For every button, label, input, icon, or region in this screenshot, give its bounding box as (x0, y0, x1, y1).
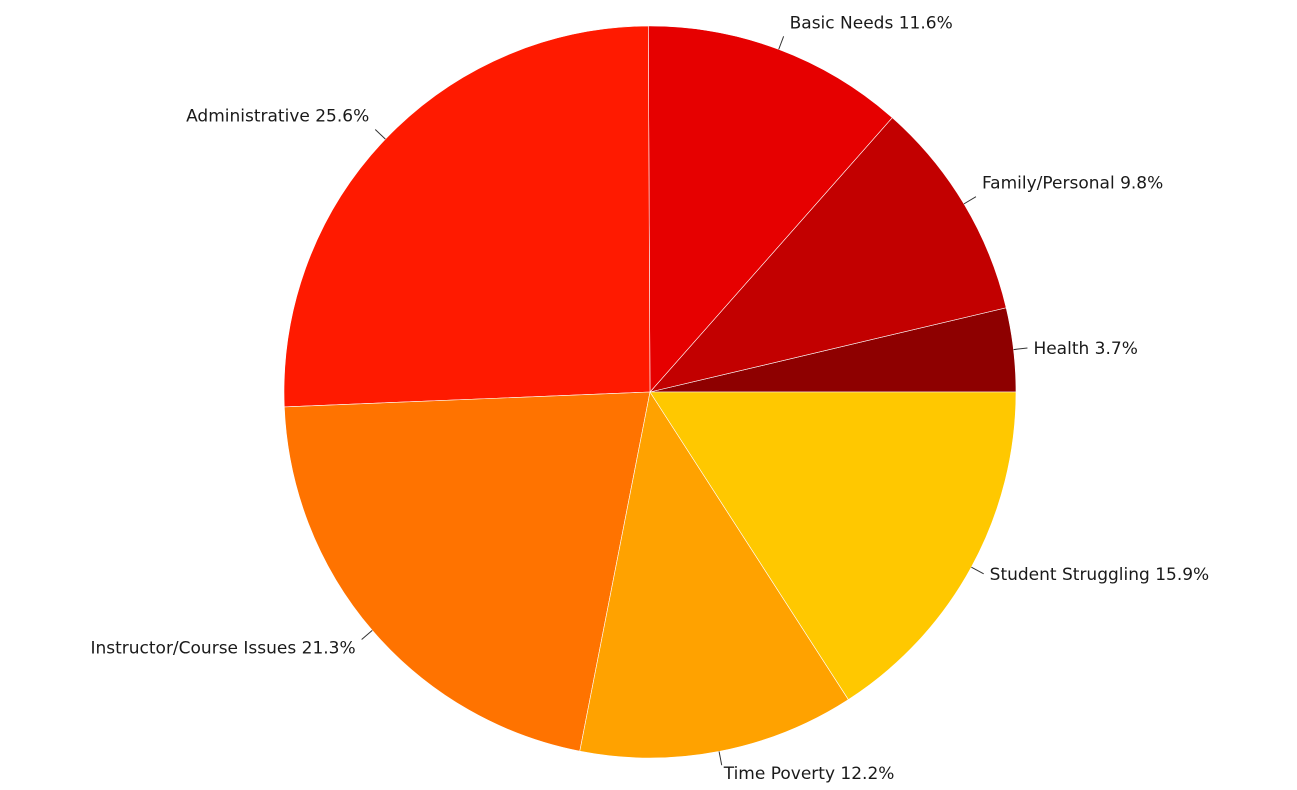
leader-line-family-personal (963, 196, 977, 205)
pie-slice-basic-needs (647, 25, 893, 393)
slice-label-basic-needs: Basic Needs 11.6% (790, 13, 953, 33)
pie-slice-student-struggling (649, 391, 1017, 701)
slice-label-health: Health 3.7% (1033, 339, 1137, 359)
labels-layer: Health 3.7% Family/Personal 9.8% Basic Nee… (90, 13, 1209, 784)
leader-line-administrative (374, 129, 386, 140)
leader-line-time-poverty (718, 751, 723, 766)
slice-label-administrative: Administrative 25.6% (186, 106, 369, 126)
slice-label-student-struggling: Student Struggling 15.9% (990, 565, 1210, 585)
pie-slice-administrative (283, 25, 651, 408)
leader-line-basic-needs (778, 36, 785, 50)
leader-line-health (1013, 347, 1028, 351)
pie-slice-instructor-course-issues (283, 391, 651, 752)
slice-label-time-poverty: Time Poverty 12.2% (723, 764, 895, 784)
slice-label-family-personal: Family/Personal 9.8% (982, 174, 1163, 194)
leader-line-instructor-course-issues (361, 629, 373, 640)
slice-label-instructor-course-issues: Instructor/Course Issues 21.3% (90, 638, 355, 658)
slices-layer (283, 25, 1017, 759)
leader-line-student-struggling (971, 566, 984, 575)
leader-lines-layer (361, 36, 1028, 766)
pie-slice-family-personal (649, 117, 1007, 393)
